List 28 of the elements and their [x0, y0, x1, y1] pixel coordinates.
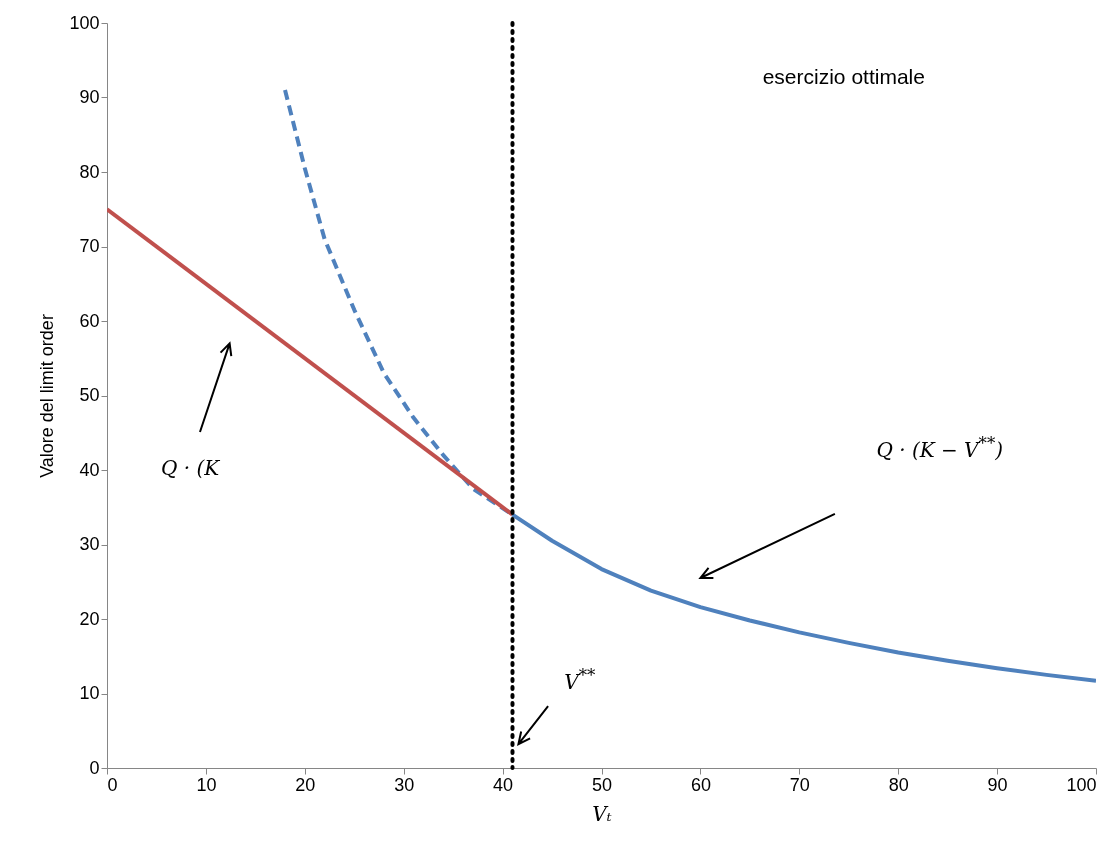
x-tick-label: 80	[888, 774, 909, 795]
x-tick-label: 90	[987, 774, 1008, 795]
y-tick-label: 40	[79, 459, 100, 480]
y-tick-label: 80	[79, 161, 100, 182]
y-tick-label: 70	[79, 236, 100, 256]
y-tick-label: 20	[79, 608, 100, 629]
y-tick-label: 30	[79, 534, 100, 554]
x-tick-label: 50	[591, 774, 613, 795]
annotation: esercizio ottimale	[762, 65, 925, 90]
x-tick-label: 10	[196, 774, 217, 795]
x-tick-label: 60	[690, 774, 711, 795]
x-tick-label: 100	[1066, 774, 1097, 795]
x-tick-label: 0	[107, 774, 118, 795]
x-tick-label: 20	[295, 774, 316, 795]
y-tick-label: 10	[79, 683, 100, 703]
x-tick-label: 70	[789, 774, 810, 795]
y-tick-label: 50	[79, 385, 100, 405]
y-tick-label: 100	[69, 12, 100, 33]
y-tick-label: 0	[89, 757, 100, 778]
x-tick-label: 30	[394, 774, 415, 795]
annotation: Q · (K	[160, 455, 220, 480]
y-tick-label: 90	[79, 87, 100, 107]
y-axis-title: Valore del limit order	[37, 314, 58, 478]
annotation: Q · (K − V$^{**}$)	[876, 433, 1004, 462]
annotation: V$^{**}$	[564, 666, 596, 694]
y-tick-label: 60	[79, 310, 100, 331]
x-tick-label: 40	[493, 774, 514, 795]
x-axis-title: Vₜ	[592, 801, 612, 826]
